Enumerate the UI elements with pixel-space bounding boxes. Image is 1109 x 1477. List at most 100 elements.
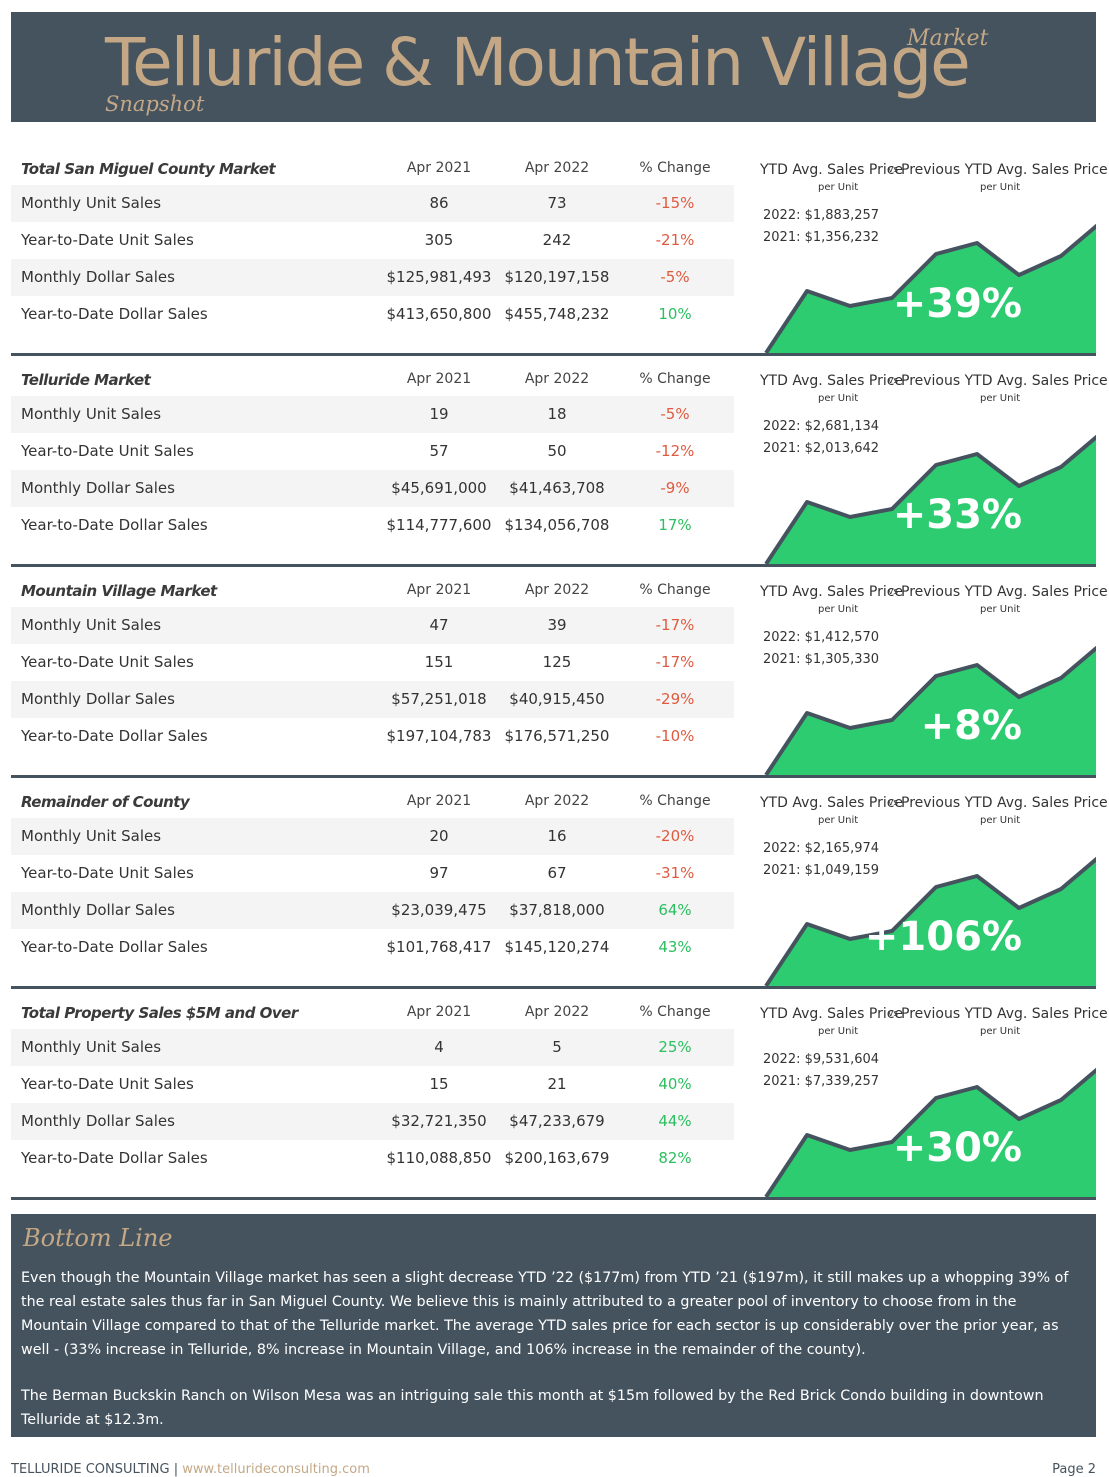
value-apr-2022: $134,056,708 (504, 516, 610, 534)
percent-change: -31% (655, 864, 695, 882)
ytd-2021-price: 2021: $7,339,257 (763, 1074, 880, 1089)
column-header-apr-2022: Apr 2022 (524, 371, 590, 387)
value-apr-2022: 5 (552, 1038, 562, 1056)
percent-change: 82% (658, 1149, 692, 1167)
section-divider (11, 775, 1096, 778)
ytd-2022-price: 2022: $2,681,134 (763, 419, 880, 434)
column-header-apr-2021: Apr 2021 (406, 371, 472, 387)
stats-table: Telluride Market Apr 2021 Apr 2022 % Change… (11, 364, 734, 544)
percent-change: 64% (658, 901, 692, 919)
percent-change: 40% (658, 1075, 692, 1093)
row-label: Monthly Unit Sales (21, 616, 162, 634)
value-apr-2021: $114,777,600 (386, 516, 492, 534)
footer-website-link[interactable]: www.tellurideconsulting.com (182, 1462, 370, 1477)
row-label: Year-to-Date Unit Sales (21, 231, 194, 249)
value-apr-2021: 151 (424, 653, 454, 671)
ytd-2022-price: 2022: $2,165,974 (763, 841, 880, 856)
section-title: Remainder of County (21, 793, 190, 811)
row-label: Monthly Unit Sales (21, 827, 162, 845)
section-divider (11, 564, 1096, 567)
row-label: Monthly Unit Sales (21, 194, 162, 212)
table-row: Monthly Dollar Sales $45,691,000 $41,463,7… (11, 470, 734, 507)
trend-graphic (764, 1067, 1096, 1197)
table-row: Monthly Unit Sales 4 5 25% (11, 1029, 734, 1066)
ytd-avg-price-panel: YTD Avg. Sales Price vs Previous YTD Avg. … (746, 356, 1108, 564)
value-apr-2021: $101,768,417 (386, 938, 492, 956)
column-header-apr-2021: Apr 2021 (406, 793, 472, 809)
section-remainder-county: Remainder of County Apr 2021 Apr 2022 % Cha… (11, 778, 1108, 989)
value-apr-2021: $32,721,350 (391, 1112, 487, 1130)
row-label: Year-to-Date Dollar Sales (21, 305, 208, 323)
ytd-avg-label: YTD Avg. Sales Price (760, 795, 904, 811)
stats-table: Mountain Village Market Apr 2021 Apr 2022%… (11, 575, 734, 755)
value-apr-2022: 16 (547, 827, 567, 845)
ytd-2021-price: 2021: $1,305,330 (763, 652, 880, 667)
row-label: Monthly Unit Sales (21, 405, 162, 423)
value-apr-2022: 73 (547, 194, 567, 212)
value-apr-2022: $455,748,232 (504, 305, 610, 323)
value-apr-2021: 57 (429, 442, 449, 460)
value-apr-2022: $176,571,250 (504, 727, 610, 745)
percent-change: -10% (655, 727, 695, 745)
table-row: Monthly Dollar Sales $57,251,018 $40,915,4… (11, 681, 734, 718)
footer: TELLURIDE CONSULTING | www.telluridecons… (11, 1462, 370, 1477)
row-label: Monthly Dollar Sales (21, 268, 175, 286)
table-row: Year-to-Date Dollar Sales $110,088,850 $20… (11, 1140, 734, 1177)
value-apr-2021: $413,650,800 (386, 305, 492, 323)
column-header-apr-2022: Apr 2022 (524, 793, 590, 809)
ytd-2022-price: 2022: $9,531,604 (763, 1052, 880, 1067)
ytd-price-change-percent: +30% (892, 1125, 1022, 1171)
value-apr-2021: 15 (429, 1075, 449, 1093)
table-row: Year-to-Date Unit Sales 57 50 -12% (11, 433, 734, 470)
percent-change: -29% (655, 690, 695, 708)
bottom-line-paragraph-2: The Berman Buckskin Ranch on Wilson Mesa… (21, 1388, 1044, 1428)
row-label: Monthly Dollar Sales (21, 479, 175, 497)
percent-change: 10% (658, 305, 692, 323)
ytd-avg-label: YTD Avg. Sales Price (760, 1006, 904, 1022)
column-header-apr-2022: Apr 2022 (524, 1004, 590, 1020)
table-row: Year-to-Date Unit Sales 151 125 -17% (11, 644, 734, 681)
bottom-line-panel: Bottom Line Even though the Mountain Vil… (11, 1214, 1096, 1437)
value-apr-2022: $37,818,000 (509, 901, 605, 919)
ytd-2022-price: 2022: $1,883,257 (763, 208, 880, 223)
column-header-change: % Change (639, 371, 711, 387)
ytd-avg-label: YTD Avg. Sales Price (760, 584, 904, 600)
section-total-county: Total San Miguel County Market Apr 2021 Ap… (11, 145, 1108, 356)
per-unit-label: per Unit (818, 815, 859, 826)
title-snapshot: Snapshot (105, 92, 205, 116)
column-header-change: % Change (639, 1004, 711, 1020)
trend-line (764, 223, 1096, 353)
previous-ytd-avg-label: Previous YTD Avg. Sales Price (901, 373, 1108, 389)
title-market: Market (907, 26, 989, 51)
ytd-avg-price-panel: YTD Avg. Sales Price vs Previous YTD Avg. … (746, 989, 1108, 1197)
table-row: Monthly Unit Sales 86 73 -15% (11, 185, 734, 222)
table-header-row: Total San Miguel County Market Apr 2021 Ap… (11, 153, 734, 185)
row-label: Monthly Dollar Sales (21, 1112, 175, 1130)
value-apr-2022: 67 (547, 864, 567, 882)
row-label: Year-to-Date Unit Sales (21, 864, 194, 882)
trend-area (766, 1070, 1096, 1197)
per-unit-label: per Unit (980, 1026, 1021, 1037)
ytd-2021-price: 2021: $1,356,232 (763, 230, 880, 245)
ytd-avg-price-panel: YTD Avg. Sales Price vs Previous YTD Avg. … (746, 145, 1108, 353)
row-label: Monthly Dollar Sales (21, 690, 175, 708)
previous-ytd-avg-label: Previous YTD Avg. Sales Price (901, 584, 1108, 600)
page-header: Telluride & Mountain Village Market Snap… (11, 12, 1096, 122)
row-label: Year-to-Date Unit Sales (21, 1075, 194, 1093)
column-header-apr-2022: Apr 2022 (524, 160, 590, 176)
value-apr-2022: $145,120,274 (504, 938, 610, 956)
vs-label: vs (888, 587, 899, 597)
per-unit-label: per Unit (818, 604, 859, 615)
value-apr-2022: $41,463,708 (509, 479, 605, 497)
value-apr-2021: 305 (424, 231, 454, 249)
column-header-apr-2022: Apr 2022 (524, 582, 590, 598)
ytd-2021-price: 2021: $2,013,642 (763, 441, 880, 456)
table-row: Year-to-Date Dollar Sales $101,768,417 $14… (11, 929, 734, 966)
trend-line (764, 434, 1096, 564)
per-unit-label: per Unit (980, 604, 1021, 615)
row-label: Monthly Dollar Sales (21, 901, 175, 919)
value-apr-2022: 125 (542, 653, 572, 671)
per-unit-label: per Unit (818, 182, 859, 193)
value-apr-2021: $197,104,783 (386, 727, 492, 745)
value-apr-2021: 86 (429, 194, 449, 212)
